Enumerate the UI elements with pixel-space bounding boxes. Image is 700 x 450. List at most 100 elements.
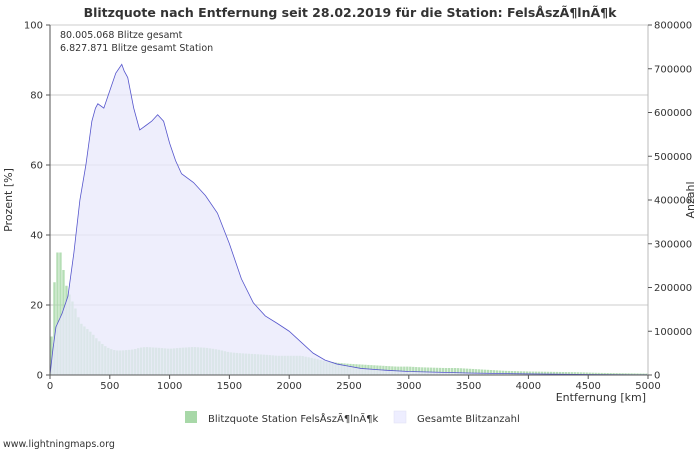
bar xyxy=(540,371,544,375)
y-left-tick-label: 80 xyxy=(30,91,43,102)
bar xyxy=(430,367,433,375)
area-series xyxy=(49,63,649,376)
bar xyxy=(600,372,603,375)
y-right-tick-label: 400000 xyxy=(654,196,692,207)
bar xyxy=(561,372,564,375)
bar xyxy=(522,371,526,375)
bar xyxy=(588,372,591,375)
x-tick-label: 3000 xyxy=(396,381,421,392)
bar xyxy=(441,367,445,375)
bar xyxy=(59,252,62,375)
x-tick-label: 3500 xyxy=(456,381,481,392)
chart-title: Blitzquote nach Entfernung seit 28.02.20… xyxy=(84,5,618,20)
y-right-tick-label: 800000 xyxy=(654,21,692,32)
bar xyxy=(453,368,457,375)
bar xyxy=(567,372,570,375)
bar xyxy=(573,372,576,375)
y-right-tick-label: 200000 xyxy=(654,283,692,294)
bar xyxy=(528,371,532,375)
bar xyxy=(558,371,561,375)
area-line xyxy=(49,63,649,376)
bar xyxy=(406,366,409,375)
x-tick-label: 1000 xyxy=(157,381,182,392)
legend-label-bars: Blitzquote Station FelsÅszÃ¶lnÃ¶k xyxy=(208,412,379,425)
bar xyxy=(480,369,484,375)
y-right-tick-label: 0 xyxy=(654,371,660,382)
y-left-tick-label: 100 xyxy=(24,21,43,32)
y-right-tick-label: 600000 xyxy=(654,108,692,119)
bar xyxy=(507,370,511,375)
bar xyxy=(53,282,56,375)
bar xyxy=(579,372,582,375)
bar xyxy=(510,371,514,375)
bar xyxy=(513,371,517,375)
x-axis-label: Entfernung [km] xyxy=(556,391,646,404)
bar xyxy=(537,371,541,375)
bar xyxy=(642,373,645,375)
bar xyxy=(459,368,463,375)
bar xyxy=(477,369,481,375)
x-tick-label: 1500 xyxy=(217,381,242,392)
area-fill xyxy=(50,64,648,375)
bar xyxy=(585,372,588,375)
bar xyxy=(444,368,448,375)
bar xyxy=(639,373,642,375)
x-tick-label: 0 xyxy=(47,381,53,392)
bar xyxy=(486,369,490,375)
bar xyxy=(618,373,621,375)
bar xyxy=(489,370,493,375)
legend-swatch-bars xyxy=(185,411,197,423)
x-tick-label: 4500 xyxy=(575,381,600,392)
bar xyxy=(582,372,585,375)
bar xyxy=(474,369,478,375)
bar xyxy=(462,368,466,375)
bar xyxy=(501,370,505,375)
bar xyxy=(576,372,579,375)
bar xyxy=(468,368,472,375)
x-tick-label: 500 xyxy=(100,381,119,392)
bar xyxy=(645,373,648,375)
annotation-station: 6.827.871 Blitze gesamt Station xyxy=(60,43,213,54)
bar xyxy=(606,373,609,375)
bar xyxy=(633,373,636,375)
bar xyxy=(415,367,418,375)
bar xyxy=(597,372,600,375)
bar xyxy=(534,371,538,375)
bar xyxy=(50,336,53,375)
bar xyxy=(498,370,502,375)
bar xyxy=(519,371,523,375)
bar xyxy=(424,367,427,375)
bar xyxy=(549,371,553,375)
y-right-tick-label: 500000 xyxy=(654,152,692,163)
bar xyxy=(56,252,59,375)
bar xyxy=(531,371,535,375)
bar xyxy=(516,371,520,375)
bar xyxy=(624,373,627,375)
bar xyxy=(636,373,639,375)
y-right-axis-label: Anzahl xyxy=(684,181,697,218)
bar xyxy=(615,373,618,375)
bar xyxy=(427,367,430,375)
bar xyxy=(546,371,550,375)
bar xyxy=(543,371,547,375)
watermark: www.lightningmaps.org xyxy=(3,439,115,450)
bar xyxy=(421,367,424,375)
legend-swatch-area xyxy=(393,410,407,424)
y-left-tick-label: 0 xyxy=(37,371,43,382)
x-tick-label: 2000 xyxy=(276,381,301,392)
bar xyxy=(409,366,412,375)
y-right-tick-label: 300000 xyxy=(654,239,692,250)
bar xyxy=(591,372,594,375)
y-left-axis-label: Prozent [%] xyxy=(2,168,15,232)
bar xyxy=(492,370,496,375)
y-left-tick-label: 60 xyxy=(30,161,43,172)
bar xyxy=(525,371,529,375)
bar xyxy=(552,371,556,375)
bar xyxy=(609,373,612,375)
bar xyxy=(447,368,451,375)
x-tick-label: 4000 xyxy=(516,381,541,392)
bar xyxy=(436,367,439,375)
x-tick-label: 2500 xyxy=(336,381,361,392)
bar xyxy=(465,368,469,375)
